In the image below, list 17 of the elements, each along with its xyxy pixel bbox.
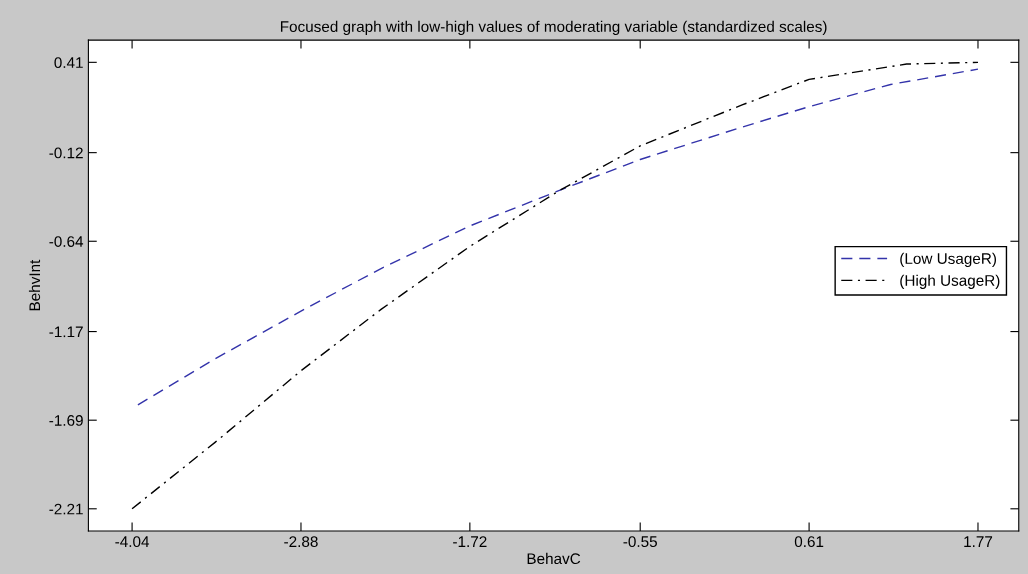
x-tick-label: -4.04 [115, 536, 150, 548]
y-tick-label: -1.69 [49, 415, 83, 426]
legend-label: (Low UsageR) [900, 252, 997, 268]
x-tick-label: 1.77 [964, 536, 993, 547]
chart-title: Focused graph with low-high values of moderating variable (standardized scales) [280, 20, 827, 36]
x-tick-label: -1.72 [453, 536, 487, 547]
y-tick-label: -1.17 [49, 326, 83, 338]
legend-label: (High UsageR) [900, 274, 1000, 289]
x-tick-label: 0.61 [794, 536, 824, 548]
y-tick-label: -0.64 [49, 236, 84, 247]
x-axis-title: BehavC [527, 552, 581, 565]
y-tick-label: 0.41 [54, 57, 83, 69]
x-tick-label: -0.55 [623, 536, 657, 548]
y-axis-title: BehvInt [28, 259, 41, 311]
y-tick-label: -0.12 [49, 147, 83, 159]
y-tick-label: -2.21 [49, 503, 83, 515]
x-tick-label: -2.88 [284, 536, 318, 548]
